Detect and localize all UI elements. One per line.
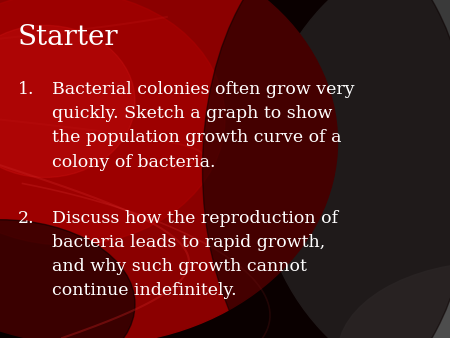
- Ellipse shape: [0, 0, 225, 245]
- Ellipse shape: [0, 220, 135, 338]
- Text: Bacterial colonies often grow very
quickly. Sketch a graph to show
the populatio: Bacterial colonies often grow very quick…: [52, 81, 355, 171]
- Ellipse shape: [338, 262, 450, 338]
- Ellipse shape: [202, 0, 450, 338]
- Text: 2.: 2.: [18, 210, 35, 226]
- Ellipse shape: [0, 0, 338, 338]
- Text: Starter: Starter: [18, 24, 119, 51]
- Text: Discuss how the reproduction of
bacteria leads to rapid growth,
and why such gro: Discuss how the reproduction of bacteria…: [52, 210, 338, 299]
- Ellipse shape: [0, 25, 135, 177]
- Text: 1.: 1.: [18, 81, 35, 98]
- Ellipse shape: [259, 0, 450, 338]
